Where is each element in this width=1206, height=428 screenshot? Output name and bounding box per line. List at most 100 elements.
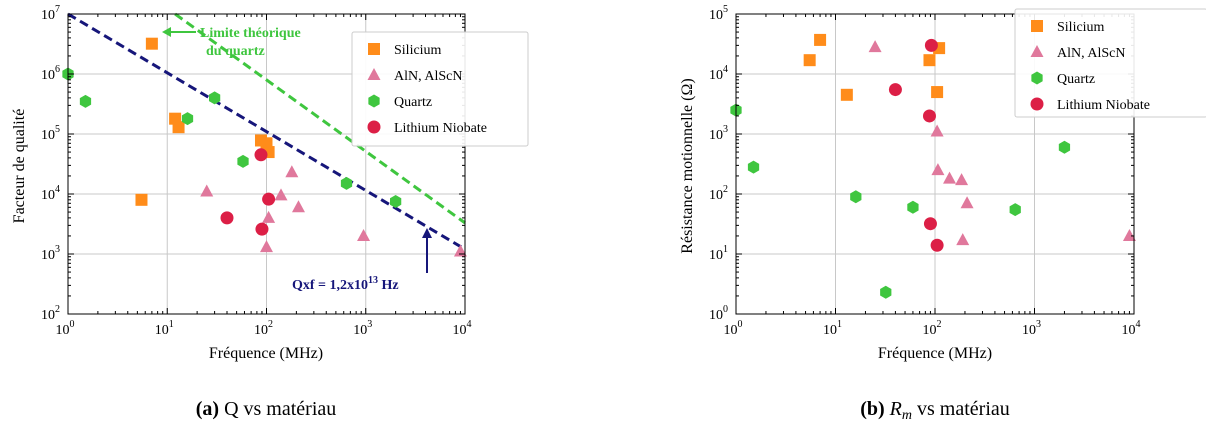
legend-marker-aln-alscn: [1030, 45, 1044, 57]
limit-label-line2: du quartz: [206, 44, 265, 59]
point-aln-alscn: [357, 228, 371, 241]
x-tick-label: 100: [56, 319, 75, 338]
x-axis-label: Fréquence (MHz): [878, 345, 992, 362]
limit-annotation: Limite théorique du quartz: [162, 26, 301, 59]
limit-line: [174, 12, 466, 225]
point-quartz: [907, 200, 919, 214]
qxf-line: [67, 12, 466, 251]
point-aln-alscn: [260, 240, 273, 253]
limit-arrowhead: [162, 27, 171, 37]
legend: Silicium AlN, AlScN Quartz Lithium Niobate: [351, 31, 529, 147]
y-tick-label: 103: [709, 124, 728, 143]
y-tick-label: 100: [709, 304, 728, 323]
legend: Silicium AlN, AlScN Quartz Lithium Niobate: [1014, 8, 1206, 118]
point-aln-alscn: [200, 184, 214, 197]
point-quartz: [390, 195, 402, 208]
point-silicium: [172, 121, 185, 134]
legend-box: [1014, 8, 1206, 118]
point-lithium-niobate: [255, 222, 269, 236]
point-lithium-niobate: [254, 148, 268, 162]
legend-box: [351, 31, 529, 147]
point-quartz: [1058, 140, 1071, 154]
point-aln-alscn: [868, 40, 882, 53]
legend-marker-aln-alscn: [367, 68, 381, 80]
point-lithium-niobate: [262, 192, 276, 206]
legend-marker-quartz: [1031, 71, 1043, 85]
point-lithium-niobate: [930, 238, 944, 252]
point-aln-alscn: [956, 233, 970, 246]
caption-a: (a) Q vs matériau: [196, 398, 337, 420]
point-lithium-niobate: [888, 83, 902, 97]
legend-label-silicium: Silicium: [1057, 20, 1105, 35]
legend-label-lithium-niobate: Lithium Niobate: [394, 121, 487, 136]
chart-q-vs-frequency: 100 101 102 103 104 102 103 104 105 106 107 Fréque…: [11, 4, 529, 420]
point-aln-alscn: [955, 173, 969, 186]
point-quartz: [237, 154, 249, 168]
y-tick-label: 104: [41, 184, 60, 203]
point-quartz: [181, 112, 194, 126]
y-tick-label: 103: [41, 244, 60, 263]
legend-label-silicium: Silicium: [394, 43, 442, 58]
limit-label-line1: Limite théorique: [200, 26, 301, 41]
point-aln-alscn: [274, 188, 288, 201]
legend-label-quartz: Quartz: [394, 95, 432, 110]
x-axis-label: Fréquence (MHz): [209, 345, 323, 362]
qxf-arrowhead: [422, 228, 432, 238]
x-tick-label: 103: [1022, 319, 1041, 338]
point-aln-alscn: [930, 124, 944, 137]
x-tick-label: 103: [353, 319, 372, 338]
point-lithium-niobate: [924, 38, 938, 52]
y-tick-label: 104: [709, 64, 728, 83]
point-silicium: [803, 54, 816, 67]
y-tick-label: 105: [41, 124, 60, 143]
legend-label-aln-alscn: AlN, AlScN: [394, 69, 462, 84]
legend-label-quartz: Quartz: [1057, 72, 1095, 87]
point-quartz: [340, 176, 353, 190]
x-tick-label: 102: [923, 319, 942, 338]
qxf-label: Qxf = 1,2x1013 Hz: [292, 275, 399, 293]
y-tick-label: 106: [41, 64, 60, 83]
point-silicium: [814, 33, 827, 46]
point-quartz: [880, 285, 892, 299]
caption-b: (b) Rm vs matériau: [860, 398, 1010, 423]
point-quartz: [208, 91, 221, 105]
x-tick-label: 102: [254, 319, 273, 338]
legend-label-aln-alscn: AlN, AlScN: [1057, 46, 1125, 61]
point-silicium: [923, 54, 936, 67]
legend-marker-lithium-niobate: [367, 120, 381, 134]
point-aln-alscn: [262, 210, 276, 223]
point-silicium: [840, 88, 853, 101]
legend-marker-lithium-niobate: [1030, 97, 1044, 111]
y-tick-label: 107: [41, 4, 60, 23]
point-aln-alscn: [931, 163, 945, 176]
y-tick-label: 102: [709, 184, 728, 203]
point-silicium: [135, 193, 148, 206]
point-silicium: [145, 37, 158, 50]
point-aln-alscn: [291, 200, 305, 213]
point-quartz: [79, 94, 92, 108]
legend-marker-silicium: [1031, 20, 1043, 32]
legend-label-lithium-niobate: Lithium Niobate: [1057, 98, 1150, 113]
x-tick-label: 101: [155, 319, 174, 338]
point-quartz: [747, 160, 760, 174]
point-aln-alscn: [960, 196, 974, 209]
qxf-annotation: Qxf = 1,2x1013 Hz: [292, 228, 432, 293]
point-aln-alscn: [285, 165, 299, 178]
x-tick-label: 101: [823, 319, 842, 338]
point-silicium: [931, 86, 944, 99]
point-lithium-niobate: [922, 109, 936, 123]
point-aln-alscn: [943, 171, 957, 184]
x-tick-label: 100: [724, 319, 743, 338]
y-tick-label: 101: [709, 244, 728, 263]
x-tick-label: 104: [453, 319, 472, 338]
point-quartz: [850, 190, 862, 204]
chart-rm-vs-frequency: 100 101 102 103 104 100 101 102 103 104 105 Fréque…: [679, 4, 1206, 423]
y-tick-label: 102: [41, 304, 60, 323]
y-axis-label: Résistance motionnelle (Ω): [679, 78, 696, 253]
point-quartz: [1009, 203, 1021, 217]
y-tick-label: 105: [709, 4, 728, 23]
x-tick-label: 104: [1122, 319, 1141, 338]
point-lithium-niobate: [923, 217, 937, 231]
legend-marker-silicium: [368, 43, 380, 55]
